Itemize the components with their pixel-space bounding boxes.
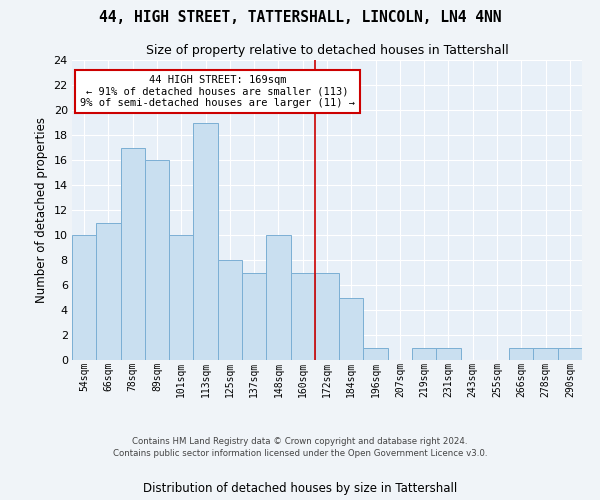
Title: Size of property relative to detached houses in Tattershall: Size of property relative to detached ho…	[146, 44, 508, 58]
Bar	[290, 272, 315, 360]
Bar	[193, 122, 218, 360]
Bar	[169, 235, 193, 360]
Bar	[266, 235, 290, 360]
Bar	[96, 222, 121, 360]
Bar	[242, 272, 266, 360]
Text: Distribution of detached houses by size in Tattershall: Distribution of detached houses by size …	[143, 482, 457, 495]
Bar	[72, 235, 96, 360]
Bar	[315, 272, 339, 360]
Bar	[218, 260, 242, 360]
Y-axis label: Number of detached properties: Number of detached properties	[35, 117, 48, 303]
Bar	[533, 348, 558, 360]
Bar	[412, 348, 436, 360]
Bar	[145, 160, 169, 360]
Bar	[121, 148, 145, 360]
Bar	[558, 348, 582, 360]
Bar	[339, 298, 364, 360]
Text: 44 HIGH STREET: 169sqm
← 91% of detached houses are smaller (113)
9% of semi-det: 44 HIGH STREET: 169sqm ← 91% of detached…	[80, 75, 355, 108]
Text: 44, HIGH STREET, TATTERSHALL, LINCOLN, LN4 4NN: 44, HIGH STREET, TATTERSHALL, LINCOLN, L…	[99, 10, 501, 25]
Text: Contains HM Land Registry data © Crown copyright and database right 2024.
Contai: Contains HM Land Registry data © Crown c…	[113, 436, 487, 458]
Bar	[509, 348, 533, 360]
Bar	[364, 348, 388, 360]
Bar	[436, 348, 461, 360]
